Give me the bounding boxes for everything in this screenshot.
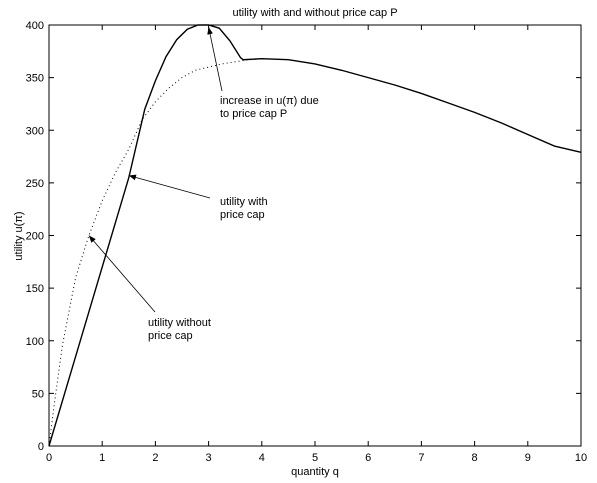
annotation-arrow: [88, 235, 156, 313]
chart-title: utility with and without price cap P: [232, 7, 397, 19]
annotation-arrow: [207, 27, 223, 92]
series-line-with-cap: [48, 24, 582, 447]
y-tick-label: 200: [26, 231, 44, 243]
y-tick-label: 150: [26, 283, 44, 295]
x-tick-label: 0: [46, 452, 52, 464]
annotation-line: price cap: [148, 330, 193, 342]
annotation-price-cap-increase: increase in u(π) due to price cap P: [207, 27, 322, 120]
annotation-line: utility with: [220, 196, 268, 208]
y-axis-label: utility u(π): [13, 211, 25, 260]
y-tick-label: 400: [26, 20, 44, 32]
y-axis: 0 50 100 150 200 250 300 350 400: [26, 20, 581, 453]
annotation-line: to price cap P: [220, 108, 287, 120]
x-tick-label: 5: [312, 452, 318, 464]
y-tick-label: 300: [26, 125, 44, 137]
x-tick-label: 1: [99, 452, 105, 464]
annotation-text: utility without price cap: [148, 317, 214, 342]
y-tick-label: 250: [26, 178, 44, 190]
x-axis-label: quantity q: [291, 466, 339, 478]
annotation-line: increase in u(π) due: [220, 95, 319, 107]
x-axis: 0 1 2 3 4 5 6 7 8 9 10: [46, 25, 587, 464]
y-tick-label: 50: [32, 388, 44, 400]
x-tick-label: 4: [259, 452, 265, 464]
series-layer: [48, 24, 582, 447]
annotation-utility-without: utility without price cap: [88, 235, 214, 342]
annotation-text: utility with price cap: [220, 196, 271, 221]
y-tick-label: 0: [38, 441, 44, 453]
plot-frame: [48, 24, 582, 447]
x-tick-label: 8: [472, 452, 478, 464]
annotation-text: increase in u(π) due to price cap P: [220, 95, 322, 120]
x-tick-label: 7: [418, 452, 424, 464]
x-tick-label: 9: [525, 452, 531, 464]
x-tick-label: 6: [365, 452, 371, 464]
x-tick-label: 10: [575, 452, 587, 464]
annotation-arrow: [128, 174, 211, 199]
y-tick-label: 100: [26, 336, 44, 348]
y-tick-label: 350: [26, 73, 44, 85]
x-tick-label: 3: [206, 452, 212, 464]
annotation-line: price cap: [220, 209, 265, 221]
x-tick-label: 2: [152, 452, 158, 464]
annotation-utility-with: utility with price cap: [128, 174, 271, 221]
annotation-line: utility without: [148, 317, 211, 329]
